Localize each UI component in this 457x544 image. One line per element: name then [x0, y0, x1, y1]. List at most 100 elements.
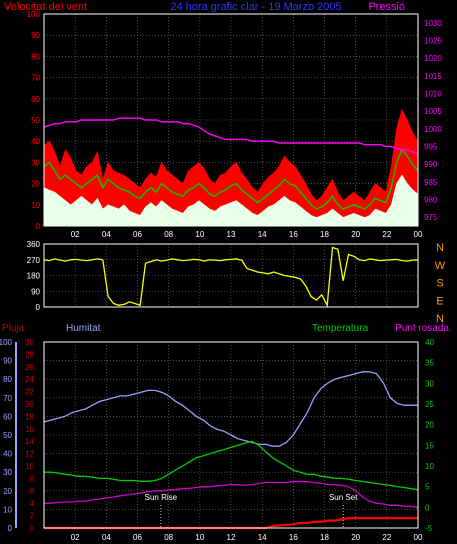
humidity-tick-label: 10: [3, 505, 12, 514]
direction-plot-frame: [43, 243, 419, 308]
temperature-tick-label: 20: [425, 421, 434, 430]
temperature-tick-label: 30: [425, 379, 434, 388]
bottom-x-tick-label: 12: [227, 533, 236, 542]
pressure-tick-label: 995: [424, 143, 438, 152]
wind-x-tick-label: 10: [195, 230, 204, 239]
wind-speed-tick-label: 80: [31, 52, 40, 61]
sun-annotation-label: Sun Rise: [145, 493, 178, 502]
wind-speed-series: [43, 174, 419, 227]
bottom-x-tick-label: 02: [71, 533, 80, 542]
pressure-tick-label: 975: [424, 213, 438, 222]
bottom-x-tick-label: 20: [351, 533, 360, 542]
pressure-tick-label: 980: [424, 196, 438, 205]
wind-speed-tick-label: 40: [31, 137, 40, 146]
wind-speed-tick-label: 10: [31, 201, 40, 210]
bottom-x-tick-label: 14: [258, 533, 267, 542]
bottom-x-tick-label: 06: [133, 533, 142, 542]
compass-label: W: [435, 260, 446, 272]
bottom-x-tick-label: 16: [289, 533, 298, 542]
pressure-tick-label: 990: [424, 160, 438, 169]
humidity-tick-label: 70: [3, 394, 12, 403]
rain-tick-label: 30: [25, 338, 34, 347]
wind-x-tick-label: 16: [289, 230, 298, 239]
wind-speed-tick-label: 100: [27, 10, 41, 19]
rain-tick-label: 12: [25, 450, 34, 459]
temperature-tick-label: 10: [425, 462, 434, 471]
dewpoint-series: [44, 480, 419, 508]
rain-tick-label: 2: [30, 512, 35, 521]
temperature-tick-label: 40: [425, 338, 434, 347]
wind-x-tick-label: 04: [102, 230, 111, 239]
wind-x-tick-label: 08: [164, 230, 173, 239]
rain-tick-label: 0: [30, 524, 35, 533]
header-center-label: 24 hora grafic clar - 19 Marzo 2005: [170, 1, 341, 13]
bottom-plot-frame: [43, 341, 419, 529]
bottom-x-tick-label: 22: [382, 533, 391, 542]
wind-speed-tick-label: 0: [36, 222, 41, 231]
rain-tick-label: 22: [25, 388, 34, 397]
wind-x-tick-label: 20: [351, 230, 360, 239]
rain-tick-label: 14: [25, 437, 34, 446]
humidity-tick-label: 30: [3, 468, 12, 477]
compass-label: E: [436, 295, 443, 307]
rain-tick-label: 16: [25, 425, 34, 434]
rain-tick-label: 10: [25, 462, 34, 471]
rain-tick-label: 8: [30, 474, 35, 483]
wind-plot-frame: [43, 13, 419, 227]
rain-tick-label: 18: [25, 412, 34, 421]
rain-tick-label: 4: [30, 499, 35, 508]
rain-tick-label: 20: [25, 400, 34, 409]
header-right-label: Pressió: [368, 1, 405, 13]
wind-x-tick-label: 14: [258, 230, 267, 239]
pressure-tick-label: 985: [424, 178, 438, 187]
humidity-tick-label: 100: [0, 338, 13, 347]
pressure-tick-label: 1010: [424, 90, 442, 99]
pressure-tick-label: 1015: [424, 72, 442, 81]
pressure-series: [43, 117, 419, 155]
wind-speed-tick-label: 60: [31, 95, 40, 104]
header-left-label: Velocitat del vent: [4, 1, 87, 13]
pressure-tick-label: 1000: [424, 125, 442, 134]
wind-speed-tick-label: 30: [31, 158, 40, 167]
wind-x-tick-label: 02: [71, 230, 80, 239]
rain-tick-label: 26: [25, 363, 34, 372]
compass-label: S: [436, 278, 443, 290]
direction-tick-label: 0: [36, 303, 41, 312]
pressure-tick-label: 1030: [424, 19, 442, 28]
humidity-tick-label: 60: [3, 412, 12, 421]
temperature-series: [44, 440, 419, 491]
rain-tick-label: 24: [25, 375, 34, 384]
rain-tick-label: 28: [25, 350, 34, 359]
temperature-tick-label: 35: [425, 359, 434, 368]
rain-legend-label: Pluja: [2, 323, 25, 334]
humidity-series: [43, 371, 418, 447]
pressure-tick-label: 1005: [424, 107, 442, 116]
wind-speed-tick-label: 50: [31, 116, 40, 125]
temperature-tick-label: 0: [425, 503, 430, 512]
wind-speed-tick-label: 90: [31, 31, 40, 40]
temperature-legend-label: Temperatura: [312, 323, 369, 334]
sun-annotation-label: Sun Set: [329, 493, 358, 502]
bottom-x-tick-label: 04: [102, 533, 111, 542]
wind-x-tick-label: 13: [227, 230, 236, 239]
bottom-x-tick-label: 00: [414, 533, 423, 542]
wind-x-tick-label: 22: [382, 230, 391, 239]
humidity-legend-label: Humitat: [66, 323, 101, 334]
wind-speed-tick-label: 20: [31, 180, 40, 189]
humidity-tick-label: 90: [3, 357, 12, 366]
wind-x-tick-label: 18: [320, 230, 329, 239]
rain-tick-label: 6: [30, 487, 35, 496]
direction-tick-label: 180: [27, 272, 41, 281]
wind-direction-series: [43, 246, 419, 308]
temperature-tick-label: 25: [425, 400, 434, 409]
direction-tick-label: 90: [31, 287, 40, 296]
compass-label: N: [436, 242, 444, 254]
bottom-x-tick-label: 08: [164, 533, 173, 542]
humidity-tick-label: 80: [3, 375, 12, 384]
bottom-x-tick-label: 18: [320, 533, 329, 542]
humidity-tick-label: 0: [8, 524, 13, 533]
humidity-tick-label: 50: [3, 431, 12, 440]
temperature-tick-label: 5: [425, 483, 430, 492]
bottom-x-tick-label: 10: [195, 533, 204, 542]
